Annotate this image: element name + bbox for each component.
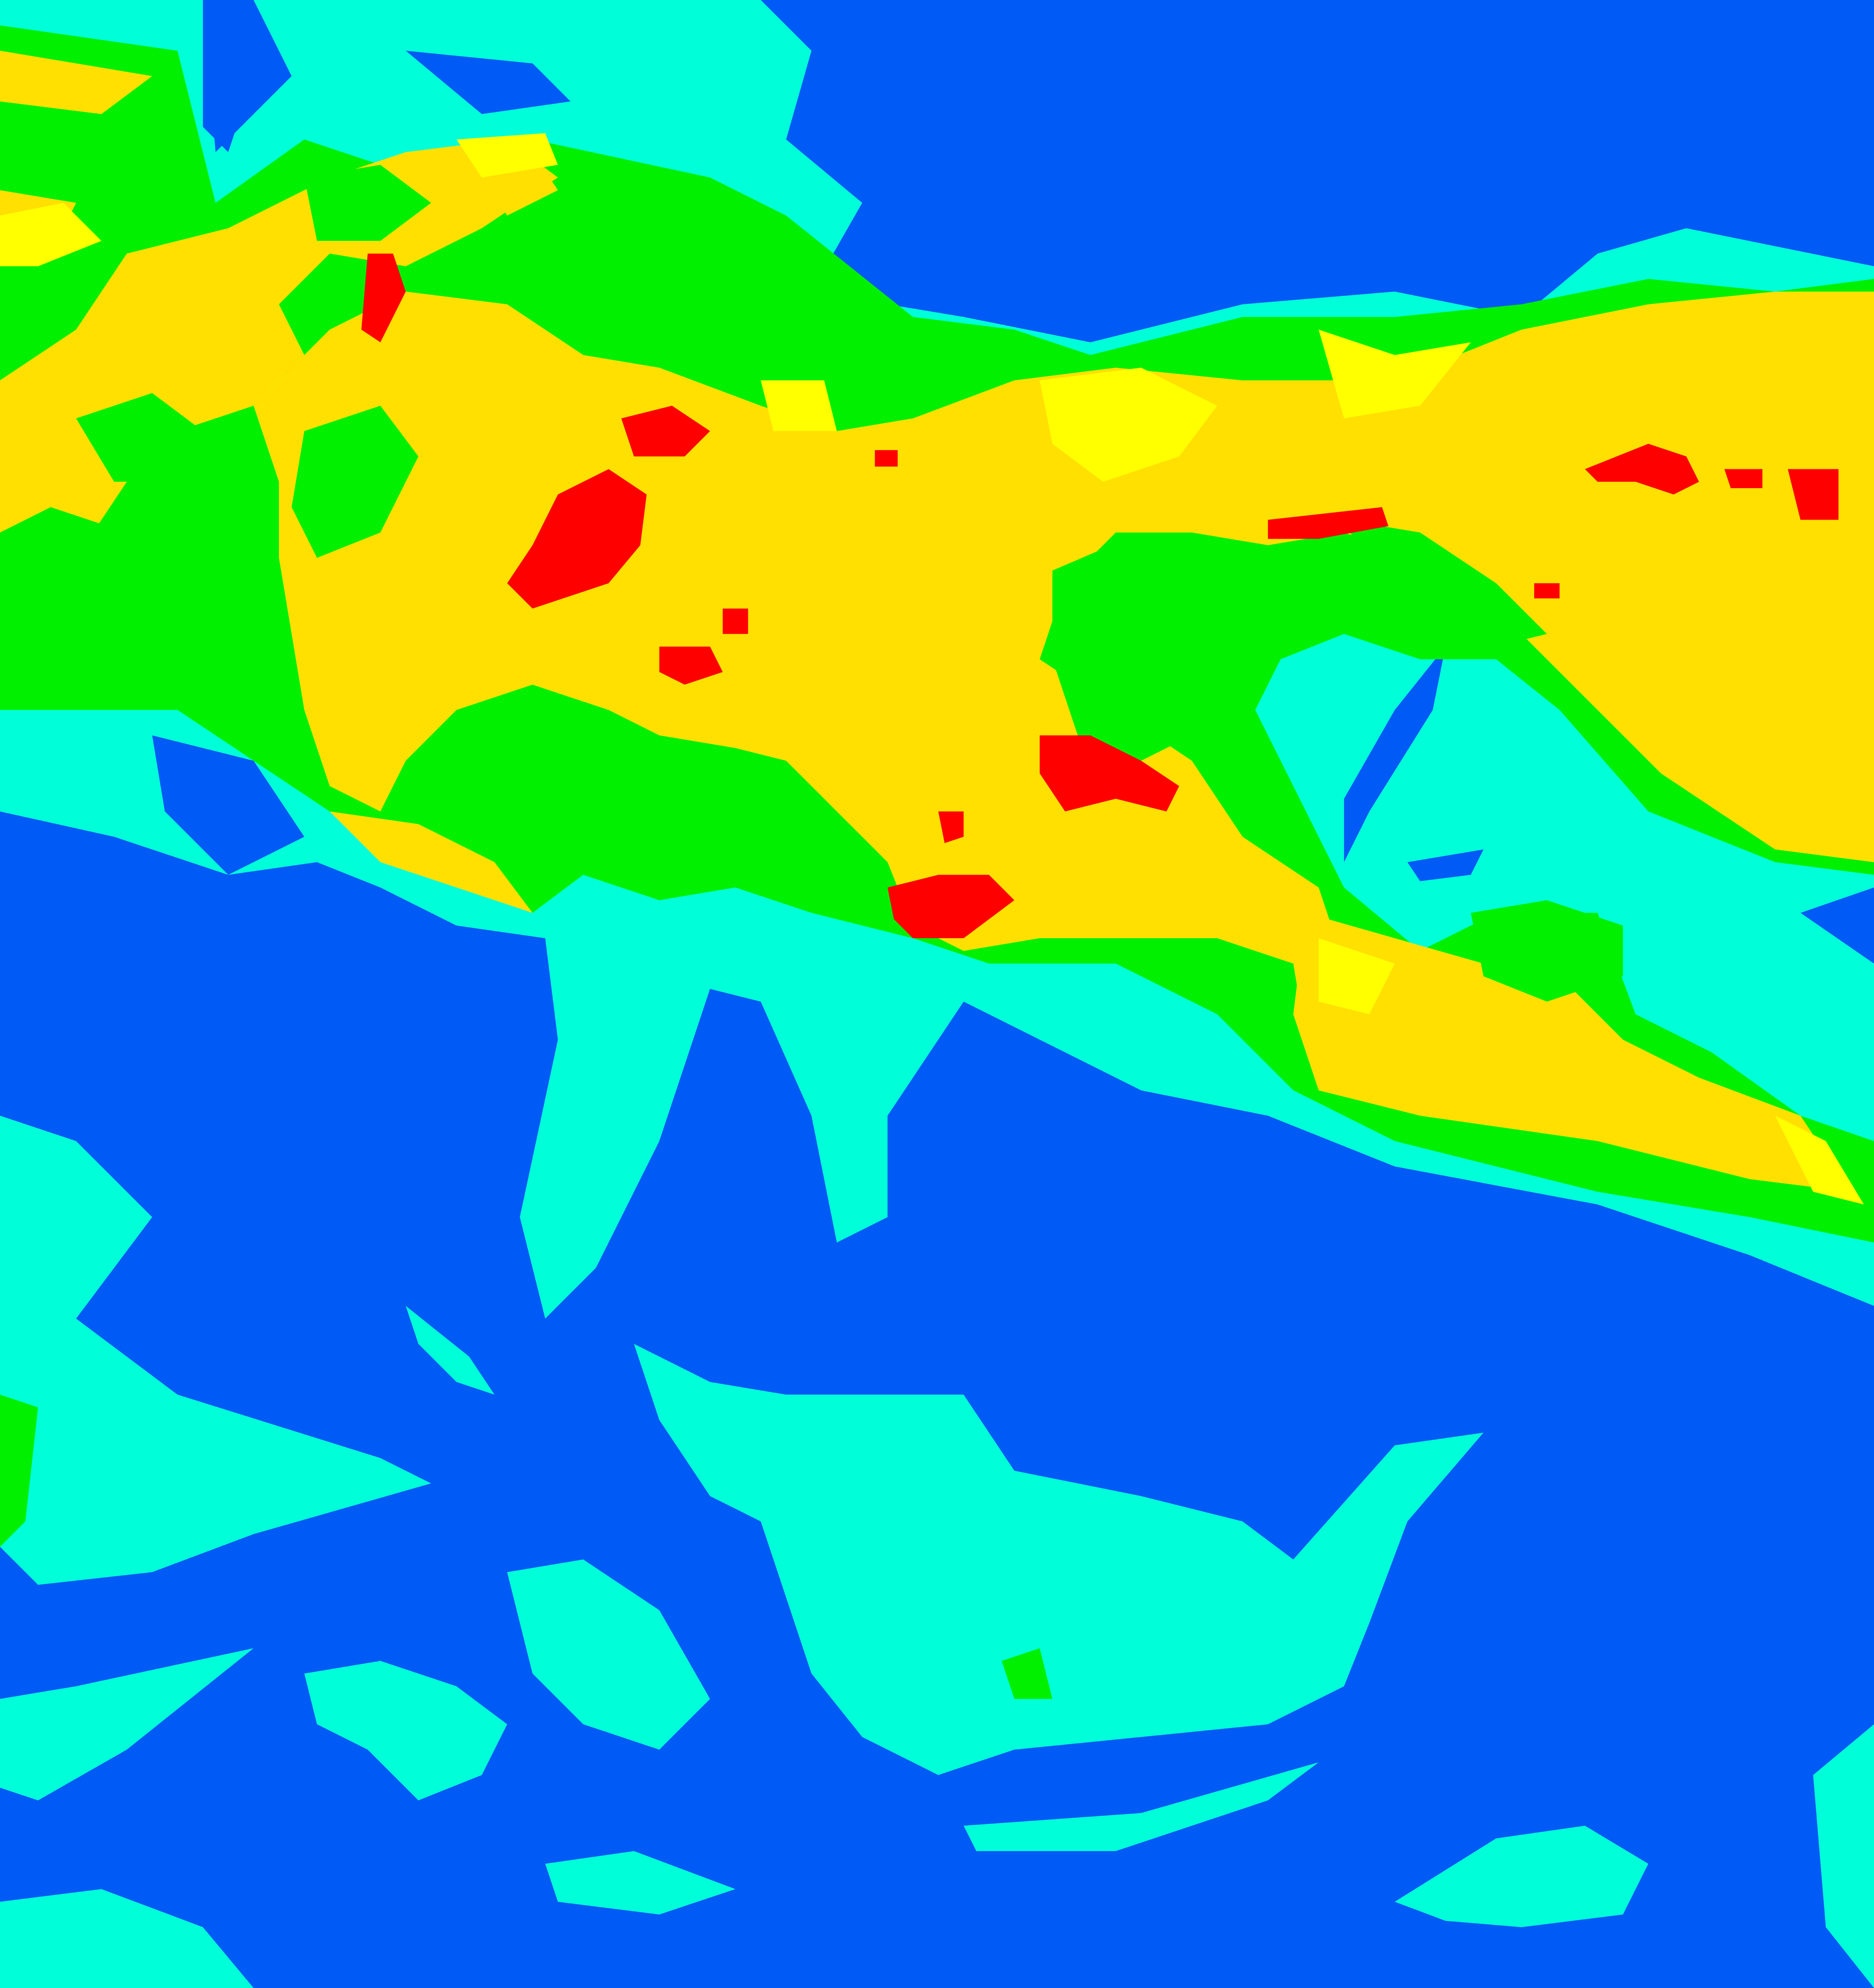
class-3-patches — [0, 165, 1623, 1002]
class-4-regions — [0, 133, 1864, 1205]
class-6-regions — [361, 253, 1839, 939]
